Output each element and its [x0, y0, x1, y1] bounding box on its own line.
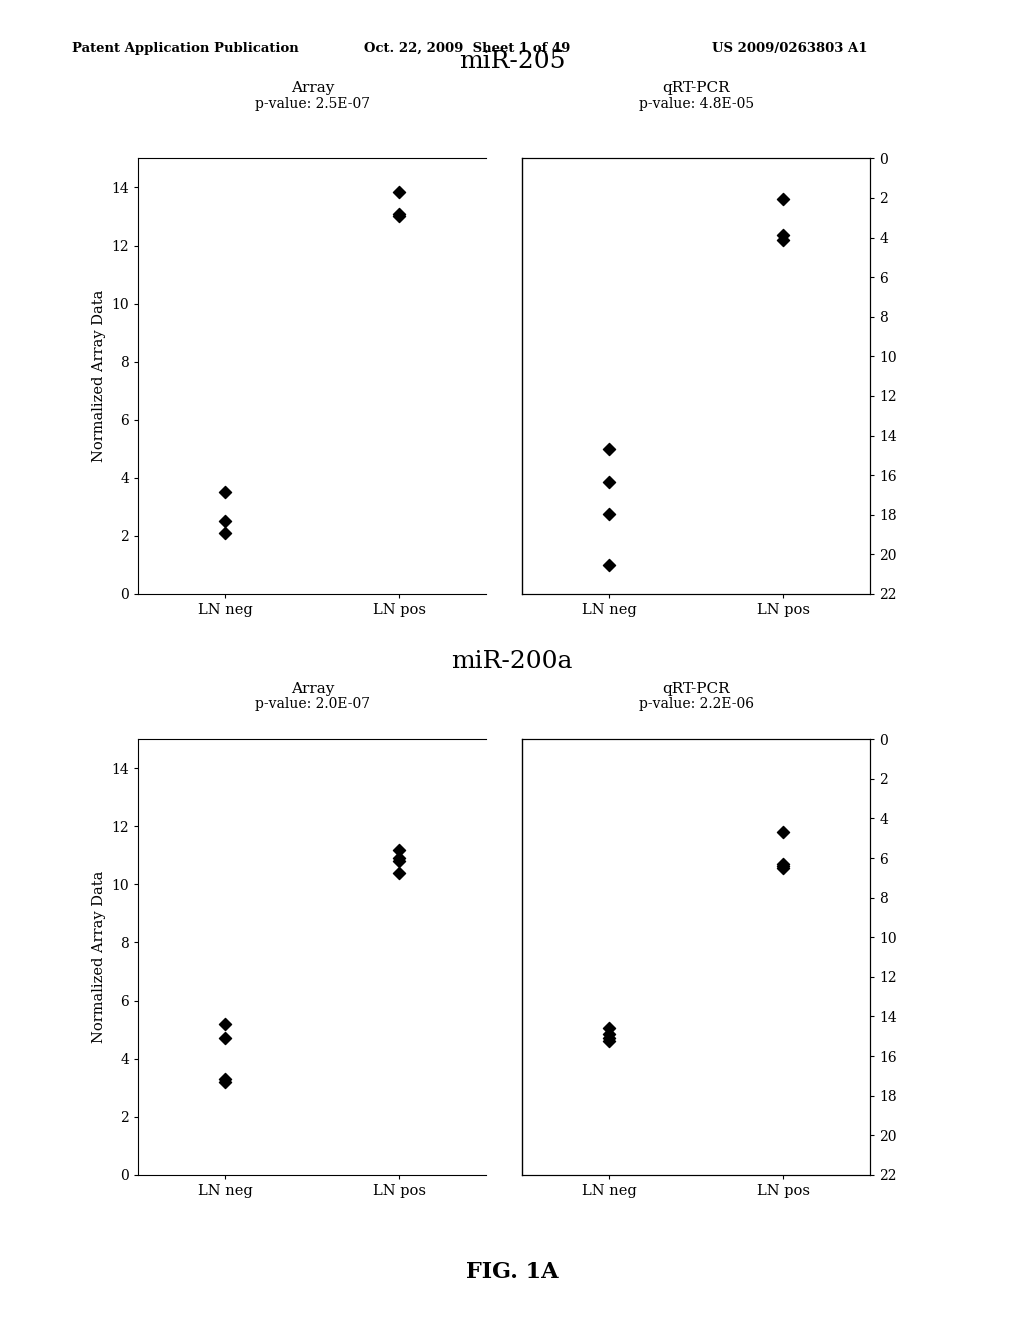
Text: Patent Application Publication: Patent Application Publication [72, 42, 298, 55]
Y-axis label: Normalized Array Data: Normalized Array Data [92, 290, 105, 462]
Point [391, 840, 408, 861]
Text: miR-205: miR-205 [459, 50, 565, 73]
Point [775, 189, 792, 210]
Text: Array: Array [291, 681, 334, 696]
Point [775, 230, 792, 251]
Point [217, 1072, 233, 1093]
Text: p-value: 2.5E-07: p-value: 2.5E-07 [255, 96, 370, 111]
Text: qRT-PCR: qRT-PCR [663, 81, 730, 95]
Point [601, 1028, 617, 1049]
Point [217, 511, 233, 532]
Point [391, 206, 408, 227]
Point [217, 523, 233, 544]
Point [391, 181, 408, 202]
Text: miR-200a: miR-200a [452, 651, 572, 673]
Point [391, 850, 408, 871]
Point [601, 438, 617, 459]
Point [217, 1068, 233, 1089]
Y-axis label: Normalized Array Data: Normalized Array Data [92, 871, 105, 1043]
Point [601, 503, 617, 524]
Point [601, 1018, 617, 1039]
Point [601, 554, 617, 576]
Point [775, 855, 792, 876]
Text: p-value: 2.2E-06: p-value: 2.2E-06 [639, 697, 754, 711]
Point [601, 1031, 617, 1052]
Point [775, 224, 792, 246]
Point [217, 1028, 233, 1049]
Text: US 2009/0263803 A1: US 2009/0263803 A1 [712, 42, 867, 55]
Text: Array: Array [291, 81, 334, 95]
Text: qRT-PCR: qRT-PCR [663, 681, 730, 696]
Text: p-value: 2.0E-07: p-value: 2.0E-07 [255, 697, 370, 711]
Point [391, 847, 408, 869]
Point [217, 482, 233, 503]
Text: FIG. 1A: FIG. 1A [466, 1261, 558, 1283]
Point [775, 858, 792, 879]
Text: Oct. 22, 2009  Sheet 1 of 49: Oct. 22, 2009 Sheet 1 of 49 [364, 42, 570, 55]
Point [391, 203, 408, 224]
Point [391, 862, 408, 883]
Point [775, 854, 792, 875]
Text: p-value: 4.8E-05: p-value: 4.8E-05 [639, 96, 754, 111]
Point [601, 1023, 617, 1044]
Point [601, 471, 617, 492]
Point [217, 1014, 233, 1035]
Point [775, 821, 792, 842]
